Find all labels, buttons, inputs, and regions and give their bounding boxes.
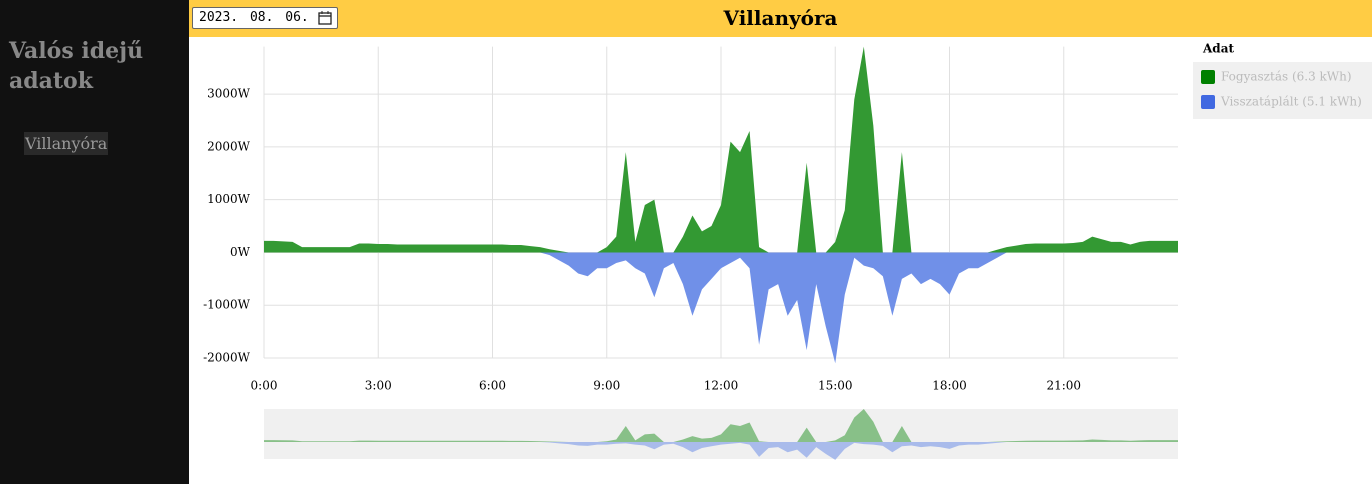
area [264,252,1178,364]
nav-item[interactable]: Villanyóra [24,132,109,155]
navigator-area [264,409,1178,443]
y-tick-label: 2000W [207,139,251,153]
y-tick-label: 3000W [207,87,251,101]
navigator-area [264,442,1178,460]
legend-swatch[interactable] [1201,70,1215,84]
y-tick-label: 0W [230,245,251,259]
header: 2023. 08. 06. Villanyóra [189,0,1372,37]
legend-label: Fogyasztás (6.3 kWh) [1221,70,1352,84]
x-tick-label: 0:00 [251,379,278,393]
x-tick-label: 21:00 [1046,379,1081,393]
x-tick-label: 12:00 [704,379,739,393]
x-tick-label: 15:00 [818,379,853,393]
sidebar: Valós idejű adatok Villanyóra [0,0,189,484]
x-tick-label: 3:00 [365,379,392,393]
legend-swatch[interactable] [1201,95,1215,109]
navigator [264,409,1178,459]
legend-title: Adat [1202,42,1234,56]
page-title: Villanyóra [723,6,838,30]
y-tick-label: -1000W [203,298,251,312]
legend-label: Visszatáplált (5.1 kWh) [1220,95,1362,109]
y-tick-label: 1000W [207,192,251,206]
sidebar-title: Valós idejű adatok [9,38,144,94]
legend [1193,62,1372,119]
date-input[interactable]: 2023. 08. 06. [192,7,338,29]
y-tick-label: -2000W [203,351,251,365]
x-tick-label: 18:00 [932,379,967,393]
area [264,46,1178,253]
x-tick-label: 9:00 [593,379,620,393]
calendar-icon[interactable] [318,11,332,25]
x-tick-label: 6:00 [479,379,506,393]
date-value: 2023. 08. 06. [199,10,309,25]
